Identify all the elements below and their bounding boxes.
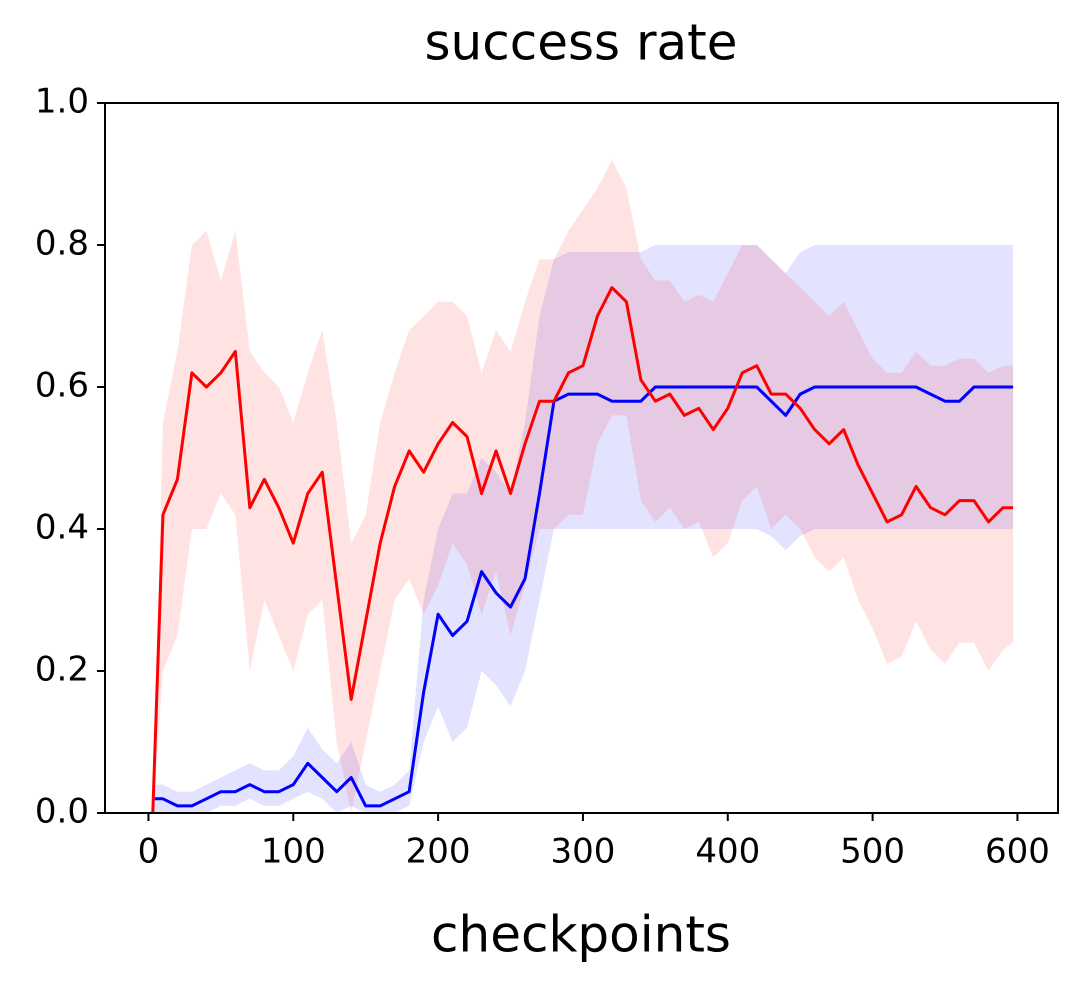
- y-tick-label: 1.0: [35, 82, 89, 122]
- x-tick-label: 200: [406, 832, 471, 872]
- line: [152, 385, 1014, 808]
- chart-title: success rate: [424, 14, 737, 72]
- y-tick-label: 0.4: [35, 508, 89, 548]
- error-band: [152, 245, 1014, 813]
- y-tick-label: 0.0: [35, 792, 89, 832]
- y-tick-label: 0.2: [35, 650, 89, 690]
- x-tick-label: 500: [840, 832, 905, 872]
- x-tick-label: 300: [550, 832, 615, 872]
- y-tick-label: 0.6: [35, 366, 89, 406]
- x-axis-label: checkpoints: [431, 906, 731, 964]
- line: [151, 286, 1014, 814]
- x-tick-label: 600: [985, 832, 1050, 872]
- error-band: [152, 159, 1014, 814]
- plot-frame: [104, 102, 1059, 814]
- x-tick-label: 0: [138, 832, 160, 872]
- x-tick-label: 400: [695, 832, 760, 872]
- y-tick-label: 0.8: [35, 224, 89, 264]
- x-tick-label: 100: [261, 832, 326, 872]
